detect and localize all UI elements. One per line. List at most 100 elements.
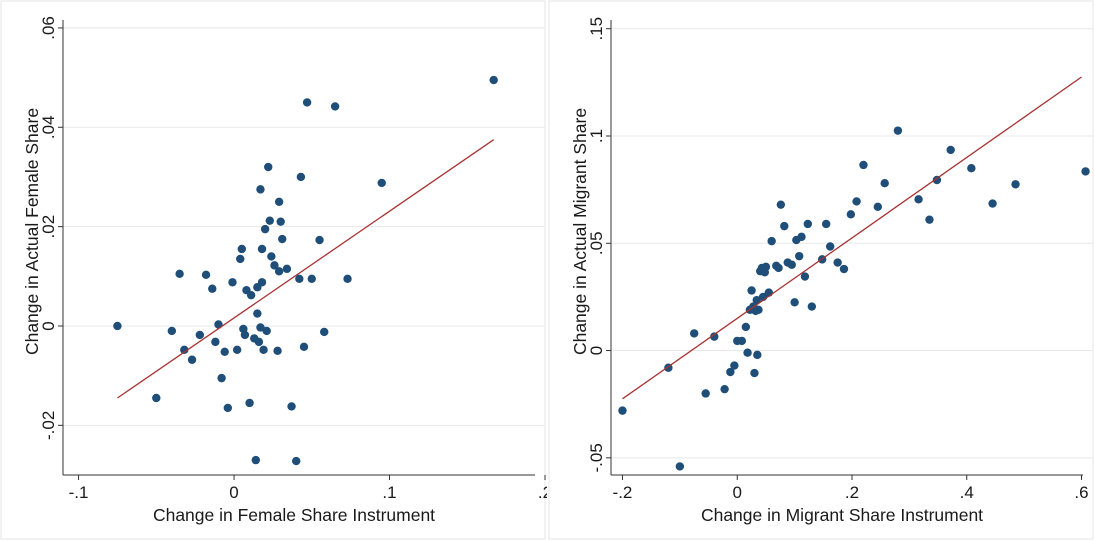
scatter-point bbox=[292, 456, 301, 466]
scatter-point bbox=[256, 185, 265, 194]
scatter-point bbox=[790, 298, 799, 307]
scatter-point bbox=[710, 332, 719, 341]
scatter-point bbox=[330, 102, 340, 111]
scatter-point bbox=[195, 330, 205, 340]
scatter-point bbox=[274, 267, 284, 276]
y-tick-label: .04 bbox=[39, 115, 58, 139]
y-tick-label: .06 bbox=[39, 16, 58, 40]
scatter-point bbox=[988, 199, 997, 208]
scatter-point bbox=[232, 345, 242, 355]
y-tick-label: .02 bbox=[39, 215, 58, 239]
y-tick-label: .15 bbox=[587, 17, 606, 41]
scatter-point bbox=[787, 260, 796, 269]
scatter-point bbox=[175, 269, 184, 279]
scatter-point bbox=[180, 345, 189, 355]
scatter-point bbox=[753, 350, 762, 360]
scatter-point bbox=[754, 305, 763, 314]
scatter-point bbox=[750, 368, 759, 378]
y-tick-label: 0 bbox=[587, 346, 606, 355]
x-tick-label: .4 bbox=[960, 483, 974, 502]
scatter-point bbox=[925, 215, 934, 224]
scatter-point bbox=[690, 329, 699, 338]
scatter-point bbox=[302, 98, 312, 107]
scatter-point bbox=[946, 145, 955, 155]
scatter-point bbox=[211, 337, 220, 347]
scatter-point bbox=[767, 236, 776, 246]
scatter-point bbox=[262, 326, 271, 336]
scatter-point bbox=[220, 347, 229, 357]
scatter-point bbox=[803, 219, 813, 229]
scatter-point bbox=[730, 361, 739, 370]
y-axis-title: Change in Actual Migrant Share bbox=[570, 108, 590, 355]
scatter-point bbox=[245, 398, 254, 408]
scatter-point bbox=[795, 251, 804, 261]
scatter-point bbox=[675, 462, 685, 471]
scatter-point bbox=[701, 389, 710, 398]
scatter-point bbox=[240, 330, 250, 340]
migrant-share-scatter-chart: -.05 0 .05 .1 .15 -.2 0 .2 .4 .6 Change in Migrant… bbox=[548, 0, 1094, 540]
scatter-point bbox=[201, 270, 211, 280]
scatter-point bbox=[825, 242, 835, 251]
scatter-point bbox=[265, 216, 274, 225]
scatter-point bbox=[152, 393, 161, 403]
scatter-point bbox=[256, 323, 265, 332]
scatter-point bbox=[618, 406, 627, 415]
fit-line bbox=[117, 139, 495, 399]
scatter-point bbox=[747, 286, 756, 295]
scatter-point bbox=[967, 163, 976, 173]
scatter-point bbox=[257, 244, 267, 254]
scatter-point bbox=[295, 274, 304, 283]
scatter-point bbox=[260, 224, 270, 234]
scatter-point bbox=[257, 278, 267, 287]
y-tick-label: 0 bbox=[39, 321, 58, 330]
scatter-point bbox=[282, 264, 292, 274]
fit-line bbox=[622, 76, 1082, 400]
scatter-point bbox=[264, 162, 273, 172]
scatter-point bbox=[839, 264, 849, 274]
scatter-point bbox=[187, 355, 197, 364]
scatter-point bbox=[228, 278, 237, 287]
scatter-point bbox=[720, 384, 729, 394]
scatter-point bbox=[852, 197, 861, 206]
scatter-point bbox=[320, 327, 329, 337]
scatter-point bbox=[776, 200, 786, 209]
scatter-point bbox=[914, 195, 923, 204]
scatter-point bbox=[208, 284, 217, 293]
y-tick-label: .1 bbox=[587, 129, 606, 143]
scatter-point bbox=[315, 235, 324, 245]
scatter-point bbox=[726, 367, 735, 377]
scatter-point bbox=[246, 290, 256, 300]
scatter-point bbox=[214, 320, 223, 329]
x-axis-title: Change in Migrant Share Instrument bbox=[701, 505, 983, 525]
scatter-point bbox=[893, 126, 903, 135]
left-chart-panel: -.02 0 .02 .04 .06 -.1 0 .1 .2 Change in Female S… bbox=[0, 0, 547, 541]
x-tick-label: .6 bbox=[1074, 483, 1088, 502]
y-axis-title: Change in Actual Female Share bbox=[22, 108, 42, 355]
scatter-point bbox=[1011, 180, 1020, 189]
x-tick-label: .2 bbox=[538, 483, 547, 502]
scatter-point bbox=[761, 262, 771, 272]
scatter-point bbox=[274, 197, 284, 206]
x-tick-label: .1 bbox=[382, 483, 396, 502]
female-share-scatter-chart: -.02 0 .02 .04 .06 -.1 0 .1 .2 Change in Female S… bbox=[0, 0, 547, 540]
x-tick-label: 0 bbox=[733, 483, 742, 502]
scatter-point bbox=[489, 75, 498, 85]
scatter-point bbox=[273, 346, 282, 356]
y-tick-label: .05 bbox=[587, 231, 606, 255]
scatter-point bbox=[780, 221, 789, 231]
y-tick-label: -.05 bbox=[587, 443, 606, 472]
x-tick-label: -.2 bbox=[613, 483, 633, 502]
scatter-point bbox=[932, 175, 942, 185]
scatter-point bbox=[253, 309, 262, 318]
scatter-point bbox=[236, 254, 245, 264]
panel-frame bbox=[0, 0, 546, 540]
x-tick-label: -.1 bbox=[69, 483, 89, 502]
scatter-point bbox=[299, 342, 309, 352]
x-tick-label: 0 bbox=[229, 483, 238, 502]
scatter-point bbox=[859, 160, 868, 170]
scatter-point bbox=[800, 272, 810, 281]
scatter-point bbox=[833, 258, 842, 267]
scatter-point bbox=[774, 263, 783, 273]
scatter-point bbox=[821, 219, 831, 229]
